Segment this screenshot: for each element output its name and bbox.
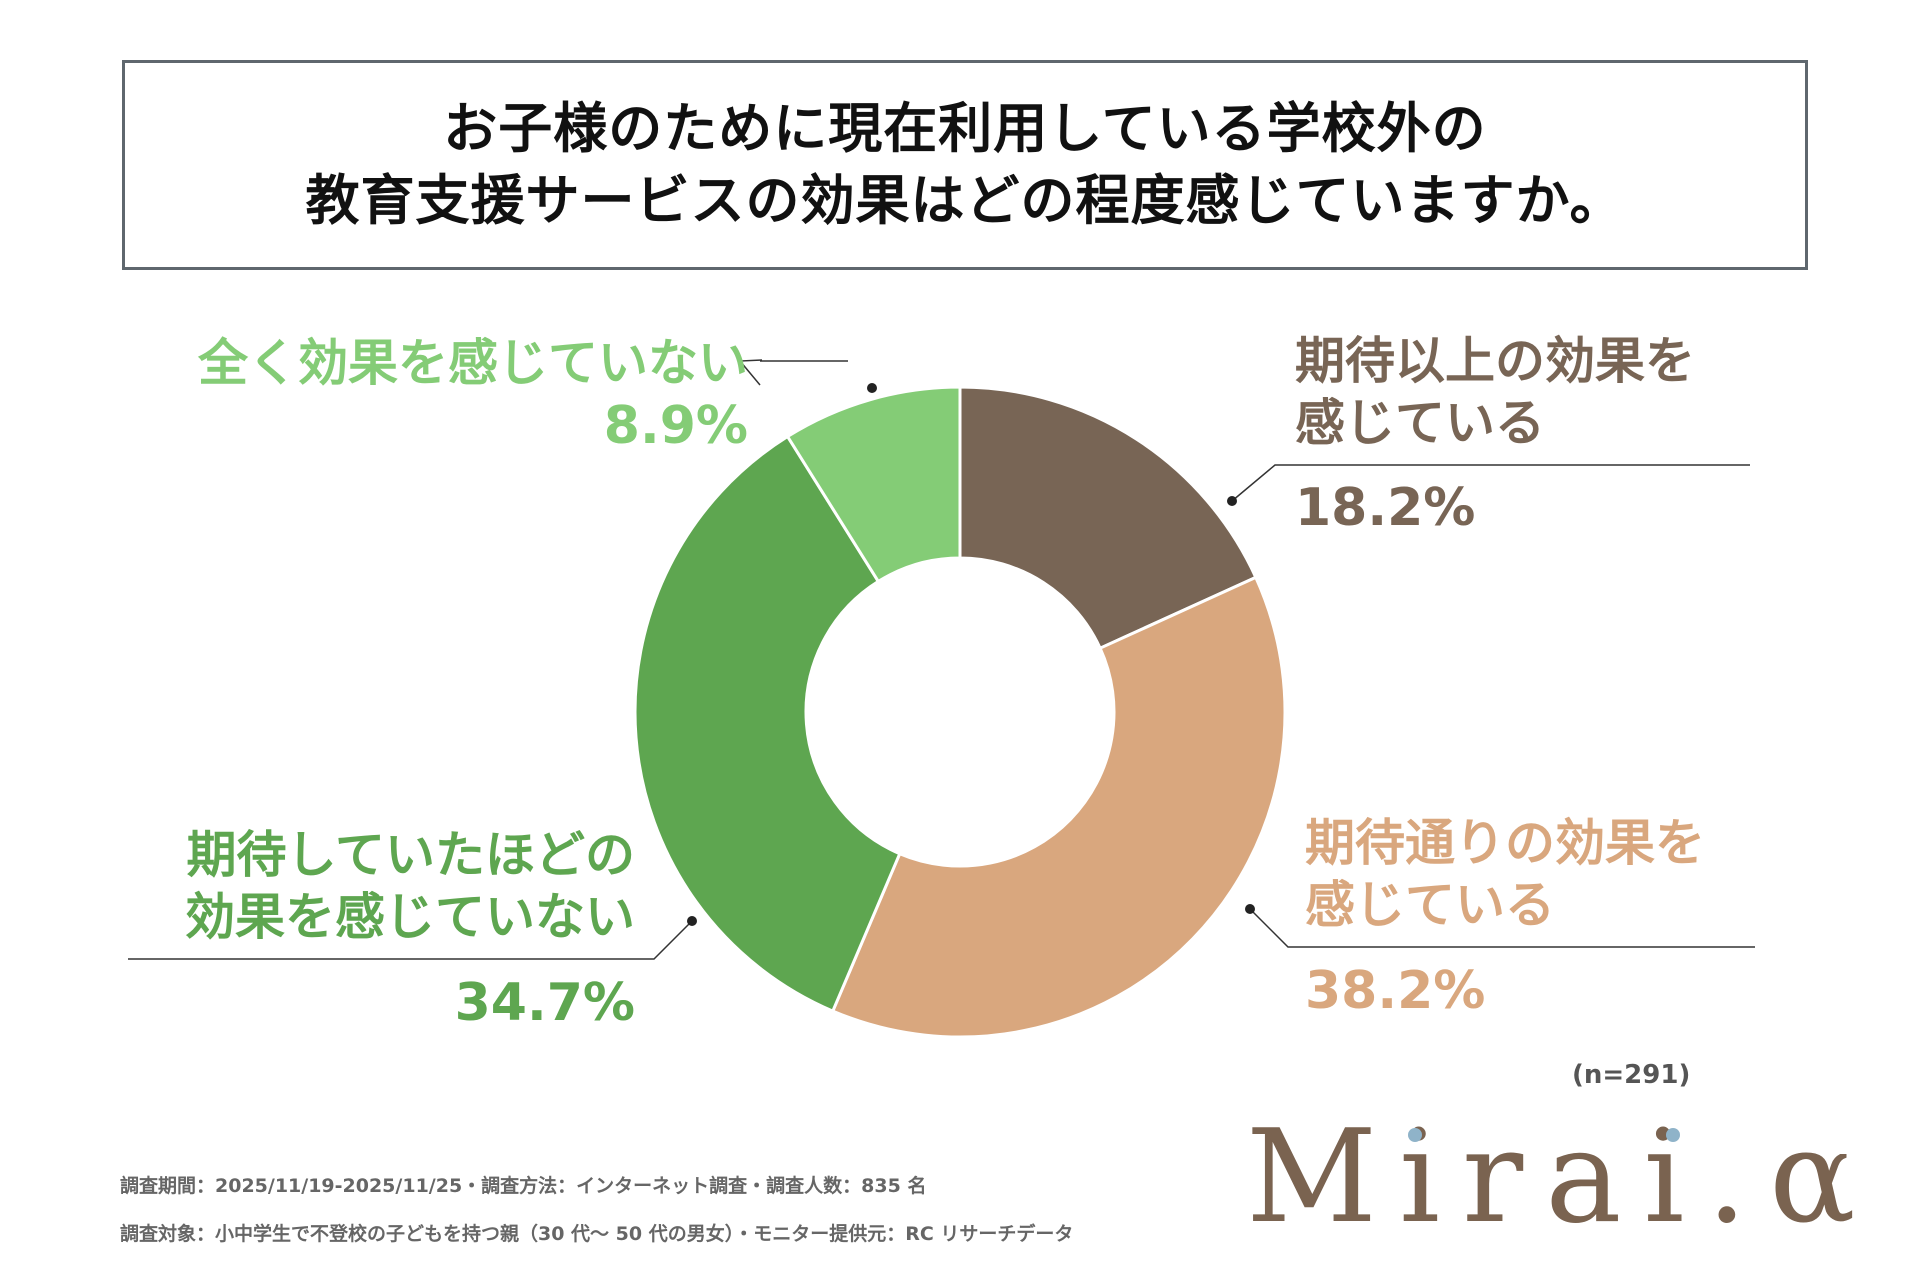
- leader-line-1: [1249, 908, 1755, 948]
- slice-label-1-line-2: 感じている: [1305, 876, 1555, 934]
- donut-slice-0: [958, 385, 1258, 651]
- slice-value-1: 38.2%: [1305, 961, 1485, 1021]
- slice-label-1-line-1: 期待通りの効果を: [1305, 814, 1705, 872]
- slice-label-3-line-1: 全く効果を感じていない: [197, 334, 748, 392]
- donut-slice-2: [633, 434, 902, 1014]
- leader-line-0: [1231, 464, 1750, 502]
- donut-slices: [633, 385, 1287, 1039]
- slice-label-2-line-2: 効果を感じていない: [185, 888, 635, 946]
- logo-dot-2: [1666, 1128, 1680, 1142]
- slice-label-0-line-1: 期待以上の効果を: [1295, 332, 1695, 390]
- leader-dot-1: [1245, 904, 1255, 914]
- brand-logo: Mirai.α: [1246, 1108, 1856, 1248]
- slice-value-3: 8.9%: [604, 396, 748, 456]
- leader-dot-0: [1227, 496, 1237, 506]
- slice-label-group-3: 全く効果を感じていない 8.9%: [197, 334, 877, 456]
- sample-size: (n=291): [1572, 1060, 1691, 1090]
- footnote-line-1: 調査期間：2025/11/19-2025/11/25・調査方法：インターネット調…: [120, 1175, 927, 1197]
- slice-value-0: 18.2%: [1295, 478, 1475, 538]
- slice-label-group-1: 期待通りの効果を 感じている 38.2%: [1245, 814, 1755, 1021]
- donut-slice-3: [785, 385, 962, 584]
- footnotes: 調査期間：2025/11/19-2025/11/25・調査方法：インターネット調…: [120, 1162, 1073, 1258]
- leader-dot-3: [867, 383, 877, 393]
- slice-label-2-line-1: 期待していたほどの: [187, 826, 636, 884]
- slice-label-group-2: 期待していたほどの 効果を感じていない 34.7%: [128, 826, 697, 1033]
- slice-value-2: 34.7%: [455, 973, 635, 1033]
- leader-line-3: [738, 359, 763, 386]
- leader-line-2: [128, 920, 693, 960]
- title-line-2: 教育支援サービスの効果はどの程度感じていますか。: [305, 169, 1625, 232]
- footnote-line-2: 調査対象：小中学生で不登校の子どもを持つ親（30 代～ 50 代の男女）・モニタ…: [120, 1223, 1074, 1245]
- logo-dot-1: [1408, 1128, 1422, 1142]
- donut-slice-1: [830, 575, 1287, 1039]
- brand-logo-text: Mirai.α: [1246, 1103, 1878, 1252]
- slice-label-group-0: 期待以上の効果を 感じている 18.2%: [1227, 332, 1750, 538]
- title-line-1: お子様のために現在利用している学校外の: [443, 97, 1487, 161]
- leader-dot-2: [687, 916, 697, 926]
- slice-label-0-line-2: 感じている: [1295, 394, 1545, 452]
- title-box: お子様のために現在利用している学校外の 教育支援サービスの効果はどの程度感じてい…: [122, 60, 1808, 270]
